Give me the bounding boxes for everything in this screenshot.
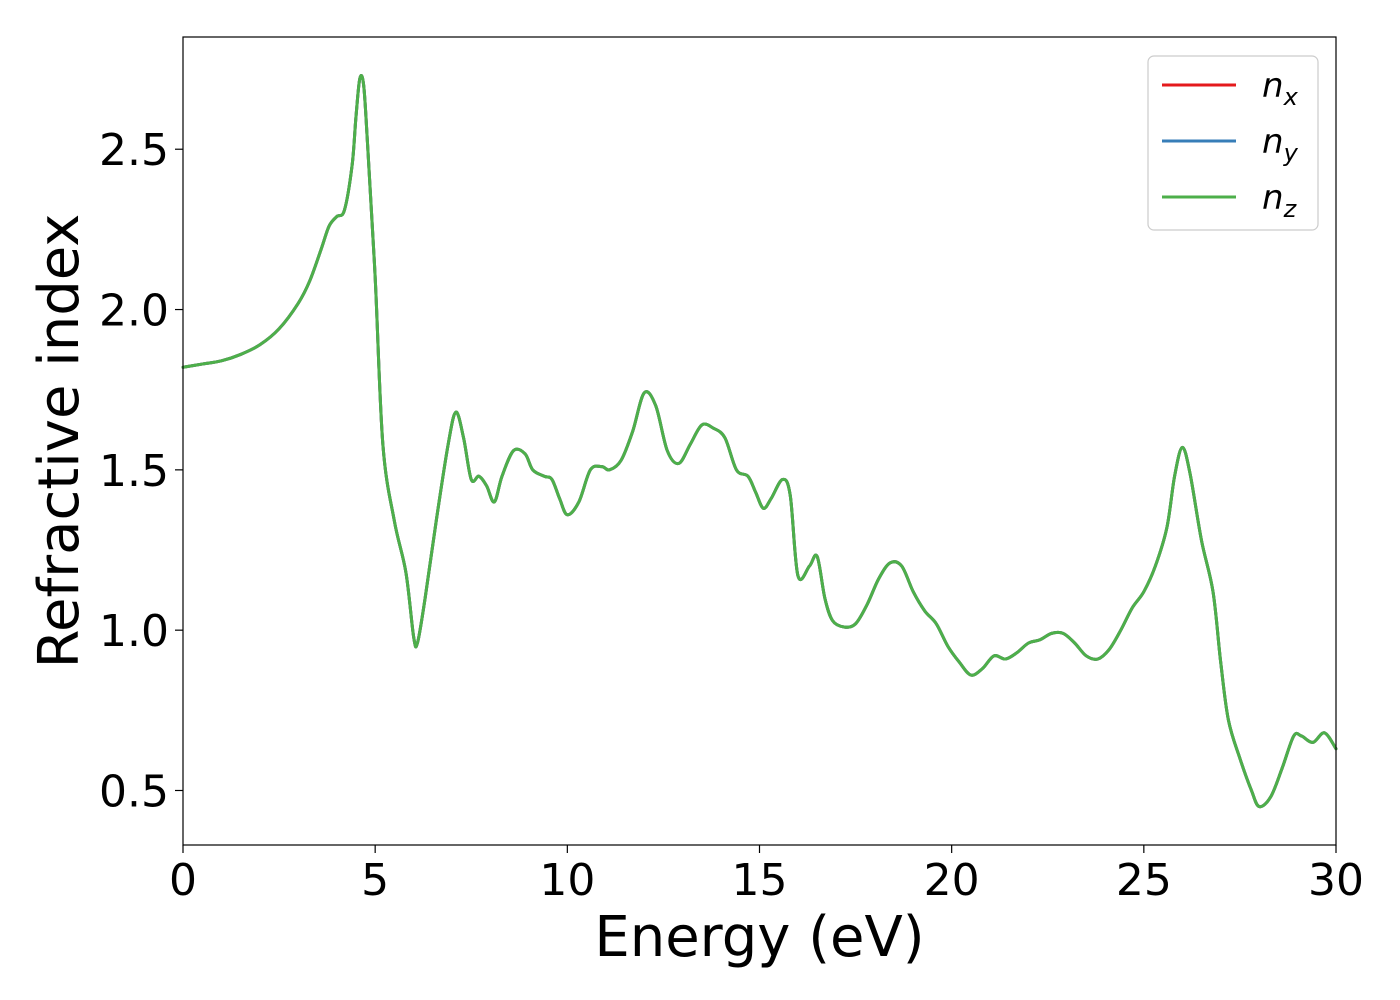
legend-box [1147,55,1319,231]
series-line-n-z [181,74,1338,809]
y-tick-label: 1.5 [99,446,169,497]
x-tick-label: 25 [1116,855,1172,906]
plot-area [183,37,1336,845]
y-tick-label: 0.5 [99,766,169,817]
x-tick-label: 15 [732,855,788,906]
y-axis-label: Refractive index [27,214,92,669]
x-axis: 0 5 10 15 20 25 30 [169,845,1364,906]
x-tick-label: 10 [539,855,595,906]
x-axis-label: Energy (eV) [594,905,924,970]
y-axis: 0.5 1.0 1.5 2.0 2.5 [99,125,183,817]
legend: nx ny nz [1147,55,1319,231]
x-tick-label: 30 [1308,855,1364,906]
legend-label-n-x: nx [1262,66,1299,111]
y-tick-label: 1.0 [99,606,169,657]
y-tick-label: 2.5 [99,125,169,176]
legend-label-n-z: nz [1262,178,1298,223]
legend-label-n-y: ny [1262,122,1299,167]
x-tick-label: 20 [924,855,980,906]
x-tick-label: 0 [169,855,197,906]
x-tick-label: 5 [361,855,389,906]
series-layer [181,74,1338,809]
y-tick-label: 2.0 [99,286,169,337]
